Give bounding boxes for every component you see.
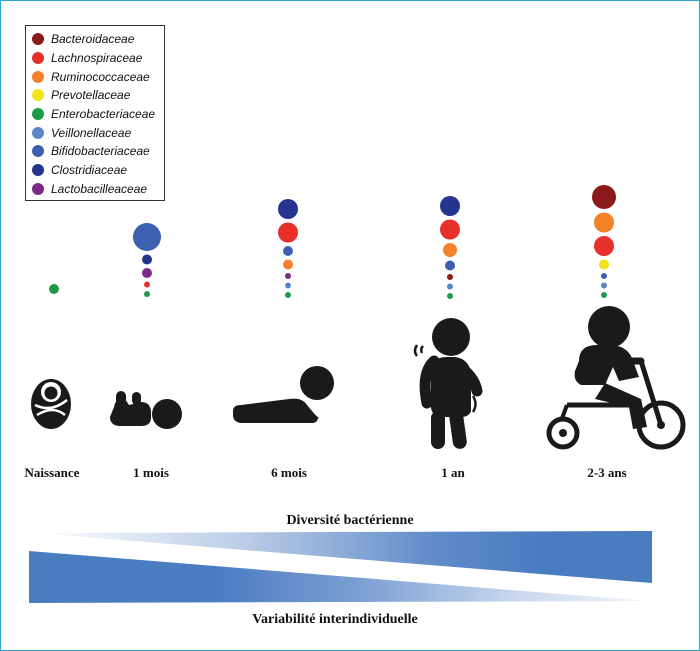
legend-item-clos: Clostridiaceae <box>32 161 164 180</box>
stage-label-2-3-years: 2-3 ans <box>587 465 626 480</box>
legend-item-ente: Enterobacteriaceae <box>32 105 164 124</box>
legend-label: Veillonellaceae <box>51 125 132 140</box>
diversity-wedge <box>34 531 652 583</box>
bubble-bifi <box>601 273 607 279</box>
newborn-icon <box>31 379 71 429</box>
legend-swatch <box>32 126 44 139</box>
toddler-1-year-icon <box>413 318 483 449</box>
stage-label-1-month: 1 mois <box>133 465 169 480</box>
legend-swatch <box>32 52 44 65</box>
bubble-rumi <box>283 259 293 270</box>
bubble-bact <box>592 185 616 209</box>
legend-swatch <box>32 33 44 46</box>
stage-label-1-year: 1 an <box>441 465 465 480</box>
bubble-ente <box>285 292 291 298</box>
baby-6-months-icon <box>233 366 334 423</box>
variability-wedge <box>29 551 647 603</box>
bubble-rumi <box>594 212 614 233</box>
bubble-bact <box>447 274 453 280</box>
bubble-ente <box>447 293 453 299</box>
legend-label: Bifidobacteriaceae <box>51 144 150 159</box>
legend-swatch <box>32 108 44 121</box>
legend: Bacteroidaceae Lachnospiraceae Ruminococca… <box>25 25 165 201</box>
bubble-clos <box>440 196 460 216</box>
bubble-ente <box>49 284 59 294</box>
bubble-bifi <box>283 246 293 256</box>
bubble-lach <box>144 281 150 288</box>
legend-label: Prevotellaceae <box>51 88 131 103</box>
bubble-bifi <box>133 223 161 251</box>
legend-item-bifi: Bifidobacteriaceae <box>32 142 164 161</box>
bubble-bifi <box>445 260 455 271</box>
bubble-ente <box>601 292 607 298</box>
bubble-prev <box>599 259 609 270</box>
legend-swatch <box>32 89 44 102</box>
bubble-veil <box>285 282 291 289</box>
bubble-ente <box>144 291 150 297</box>
bubble-clos <box>278 199 298 219</box>
legend-item-rumi: Ruminococcaceae <box>32 67 164 86</box>
bubble-lact <box>142 268 152 278</box>
legend-swatch <box>32 145 44 158</box>
legend-label: Bacteroidaceae <box>51 32 135 47</box>
stage-label-6-months: 6 mois <box>271 465 307 480</box>
bubble-lact <box>285 273 291 279</box>
bubble-rumi <box>443 243 457 257</box>
bubble-clos <box>142 254 152 265</box>
bubble-columns <box>49 185 616 299</box>
stage-label-birth: Naissance <box>25 465 80 480</box>
variability-label: Variabilité interindividuelle <box>252 612 418 627</box>
legend-swatch <box>32 70 44 83</box>
bubble-lach <box>278 222 298 243</box>
bubble-lach <box>594 236 614 256</box>
legend-item-bact: Bacteroidaceae <box>32 30 164 49</box>
legend-item-veil: Veillonellaceae <box>32 123 164 142</box>
legend-label: Enterobacteriaceae <box>51 107 156 122</box>
bubble-veil <box>447 283 453 290</box>
bubble-lach <box>440 219 460 240</box>
bubble-veil <box>601 282 607 289</box>
diversity-label: Diversité bactérienne <box>286 513 413 528</box>
legend-label: Ruminococcaceae <box>51 69 150 84</box>
legend-item-prev: Prevotellaceae <box>32 86 164 105</box>
legend-label: Lachnospiraceae <box>51 51 143 66</box>
legend-item-lach: Lachnospiraceae <box>32 49 164 68</box>
legend-label: Lactobacilleaceae <box>51 181 148 196</box>
legend-swatch <box>32 182 44 195</box>
legend-label: Clostridiaceae <box>51 163 128 178</box>
legend-item-lact: Lactobacilleaceae <box>32 180 164 199</box>
child-tricycle-icon <box>546 306 686 450</box>
legend-swatch <box>32 164 44 177</box>
baby-1-month-icon <box>110 391 182 429</box>
